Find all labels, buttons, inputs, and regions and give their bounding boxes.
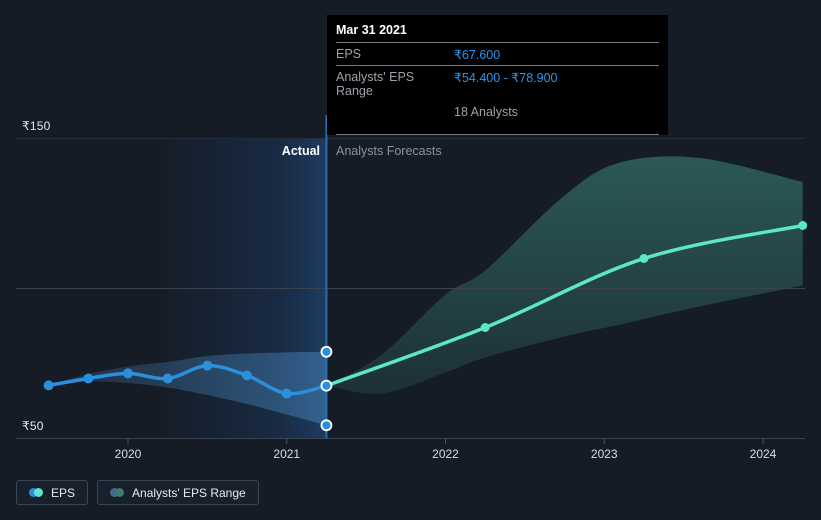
- eps-forecast-line: [324, 223, 805, 388]
- x-tick-label-2020: 2020: [114, 447, 142, 461]
- legend-analysts-range-label: Analysts' EPS Range: [132, 485, 246, 500]
- forecast-data-point[interactable]: [480, 323, 490, 332]
- x-tick-label-2022: 2022: [432, 447, 459, 461]
- legend-analysts-range-button[interactable]: Analysts' EPS Range: [97, 480, 259, 505]
- legend-eps-button[interactable]: EPS: [16, 480, 89, 505]
- eps-data-point[interactable]: [281, 388, 292, 399]
- tooltip-range-label: Analysts' EPS Range: [336, 70, 415, 98]
- analysts-range-band-actual: [48, 351, 327, 426]
- eps-data-point[interactable]: [202, 360, 213, 371]
- chart-tooltip: Mar 31 2021 EPS ₹67.600 Analysts' EPS Ra…: [327, 15, 668, 135]
- eps-legend-swatch-icon: [29, 488, 43, 497]
- selected-point-marker[interactable]: [320, 345, 333, 358]
- legend-eps-label: EPS: [51, 485, 76, 500]
- selected-point-marker[interactable]: [320, 419, 333, 432]
- range-swatch-teal-dot: [115, 488, 125, 497]
- x-tick-label-2021: 2021: [273, 447, 301, 461]
- tooltip-eps-label: EPS: [336, 47, 362, 61]
- eps-data-point[interactable]: [43, 380, 54, 391]
- tooltip-analysts-row: 18 Analysts: [336, 101, 659, 124]
- eps-swatch-blue-dot: [29, 488, 38, 497]
- forecast-section-label: Analysts Forecasts: [336, 144, 442, 158]
- eps-data-point[interactable]: [123, 368, 133, 379]
- actual-section-label: Actual: [281, 144, 320, 158]
- analysts-range-band-forecast: [326, 156, 803, 394]
- tooltip-bottom-divider: [336, 134, 659, 135]
- tooltip-range-row: Analysts' EPS Range ₹54.400 - ₹78.900: [336, 66, 659, 101]
- eps-data-point[interactable]: [83, 373, 94, 384]
- y-axis-label-50: ₹50: [22, 419, 44, 433]
- forecast-data-point[interactable]: [798, 221, 808, 230]
- tooltip-analysts-count: 18 Analysts: [454, 105, 518, 119]
- x-axis: 2020 2021 2022 2023 2024: [0, 447, 821, 463]
- y-axis-label-150: ₹150: [22, 119, 51, 133]
- selected-point-marker[interactable]: [320, 379, 333, 392]
- range-swatch-blue-dot: [110, 488, 120, 497]
- range-legend-swatch-icon: [110, 488, 125, 497]
- forecast-data-point[interactable]: [639, 254, 649, 263]
- tooltip-eps-row: EPS ₹67.600: [336, 43, 659, 66]
- eps-chart-canvas: [16, 115, 808, 444]
- tooltip-date: Mar 31 2021: [336, 15, 659, 43]
- tooltip-eps-value: ₹67.600: [454, 48, 501, 62]
- eps-data-point[interactable]: [242, 370, 253, 381]
- legend: EPS Analysts' EPS Range: [16, 480, 259, 505]
- x-tick-label-2023: 2023: [590, 447, 618, 461]
- tooltip-range-value: ₹54.400 - ₹78.900: [454, 71, 558, 85]
- eps-swatch-teal-dot: [34, 488, 43, 497]
- x-tick-label-2024: 2024: [749, 447, 777, 461]
- eps-data-point[interactable]: [162, 373, 173, 384]
